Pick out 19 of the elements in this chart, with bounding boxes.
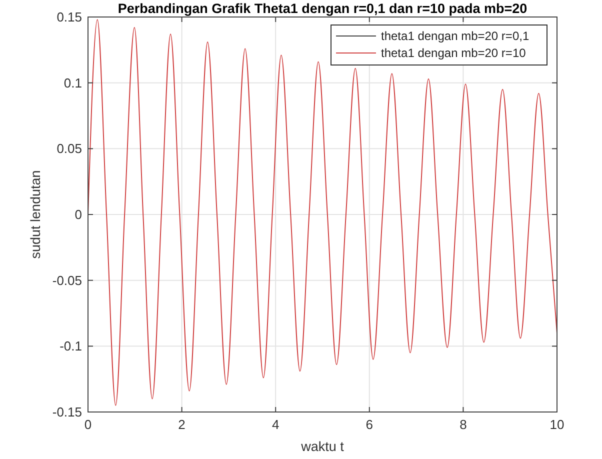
- x-tick-label: 6: [366, 417, 374, 432]
- legend-label: theta1 dengan mb=20 r=0,1: [381, 29, 530, 43]
- line-series: [88, 19, 558, 406]
- y-tick-label: 0.05: [56, 141, 82, 156]
- x-tick-label: 2: [178, 417, 186, 432]
- y-tick-label: 0: [74, 207, 82, 222]
- legend-label: theta1 dengan mb=20 r=10: [381, 46, 526, 60]
- y-tick-label: 0.1: [64, 75, 82, 90]
- y-tick-label: -0.05: [52, 272, 82, 288]
- x-tick-label: 10: [550, 417, 564, 432]
- y-tick-label: 0.15: [56, 10, 82, 24]
- y-axis-title: sudut lendutan: [28, 170, 43, 259]
- x-tick-label: 8: [460, 417, 467, 432]
- chart-title: Perbandingan Grafik Theta1 dengan r=0,1 dan r=10 pada mb=20: [118, 1, 528, 16]
- x-axis-title: waktu t: [300, 439, 344, 454]
- x-tick-label: 4: [272, 417, 280, 432]
- y-tick-label: -0.1: [60, 338, 82, 354]
- x-tick-label: 0: [84, 417, 92, 432]
- y-tick-label: -0.15: [52, 404, 82, 420]
